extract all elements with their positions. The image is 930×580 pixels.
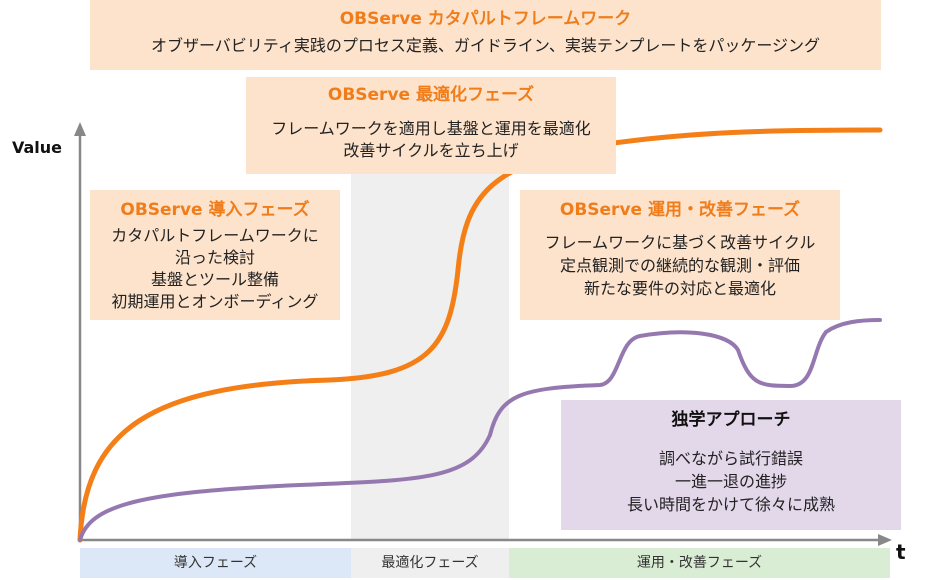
optimize-phase-shade bbox=[351, 120, 509, 540]
intro-phase-title: OBServe 導入フェーズ bbox=[120, 200, 310, 220]
timeline-intro-label: 導入フェーズ bbox=[173, 555, 258, 571]
operate-phase-band bbox=[509, 548, 890, 578]
operate-phase-title: OBServe 運用・改善フェーズ bbox=[559, 200, 801, 220]
framework-title: OBServe カタパルトフレームワーク bbox=[339, 9, 632, 29]
solo-approach-box: 独学アプローチ 調べながら試行錯誤 一進一退の進捗 長い時間をかけて徐々に成熟 bbox=[561, 400, 901, 530]
optimize-phase-box: OBServe 最適化フェーズ フレームワークを適用し基盤と運用を最適化 改善サ… bbox=[246, 77, 616, 174]
x-axis-arrow bbox=[878, 534, 892, 546]
optimize-phase-title: OBServe 最適化フェーズ bbox=[327, 85, 535, 105]
intro-phase-band bbox=[80, 548, 351, 578]
intro-phase-line: 初期運用とオンボーディング bbox=[111, 292, 319, 311]
operate-phase-line: フレームワークに基づく改善サイクル bbox=[544, 233, 816, 252]
solo-approach-line: 長い時間をかけて徐々に成熟 bbox=[626, 495, 835, 514]
intro-phase-line: 基盤とツール整備 bbox=[150, 270, 279, 289]
timeline-optimize-label: 最適化フェーズ bbox=[381, 555, 479, 571]
solo-approach-title: 独学アプローチ bbox=[671, 410, 791, 430]
operate-phase-line: 新たな要件の対応と最適化 bbox=[583, 279, 776, 298]
y-axis-label: Value bbox=[12, 138, 63, 157]
operate-phase-box: OBServe 運用・改善フェーズ フレームワークに基づく改善サイクル 定点観測… bbox=[520, 190, 840, 320]
solo-approach-line: 一進一退の進捗 bbox=[674, 472, 787, 491]
x-axis-label: t bbox=[896, 540, 906, 564]
intro-phase-line: 沿った検討 bbox=[174, 248, 255, 267]
observe-value-curve bbox=[77, 127, 883, 543]
solo-approach-line: 調べながら試行錯誤 bbox=[658, 449, 803, 468]
optimize-phase-band bbox=[351, 548, 509, 578]
timeline-operate-label: 運用・改善フェーズ bbox=[636, 555, 763, 571]
intro-phase-line: カタパルトフレームワークに bbox=[111, 226, 319, 245]
framework-description: オブザーバビリティ実践のプロセス定義、ガイドライン、実装テンプレートをパッケージ… bbox=[150, 36, 821, 55]
operate-phase-line: 定点観測での継続的な観測・評価 bbox=[559, 256, 800, 275]
y-axis-arrow bbox=[74, 122, 86, 136]
optimize-phase-line: 改善サイクルを立ち上げ bbox=[343, 141, 519, 160]
intro-phase-box: OBServe 導入フェーズ カタパルトフレームワークに 沿った検討 基盤とツー… bbox=[90, 190, 340, 320]
optimize-phase-line: フレームワークを適用し基盤と運用を最適化 bbox=[271, 119, 591, 138]
solo-value-curve bbox=[78, 318, 882, 542]
framework-banner: OBServe カタパルトフレームワーク オブザーバビリティ実践のプロセス定義、… bbox=[90, 0, 881, 70]
